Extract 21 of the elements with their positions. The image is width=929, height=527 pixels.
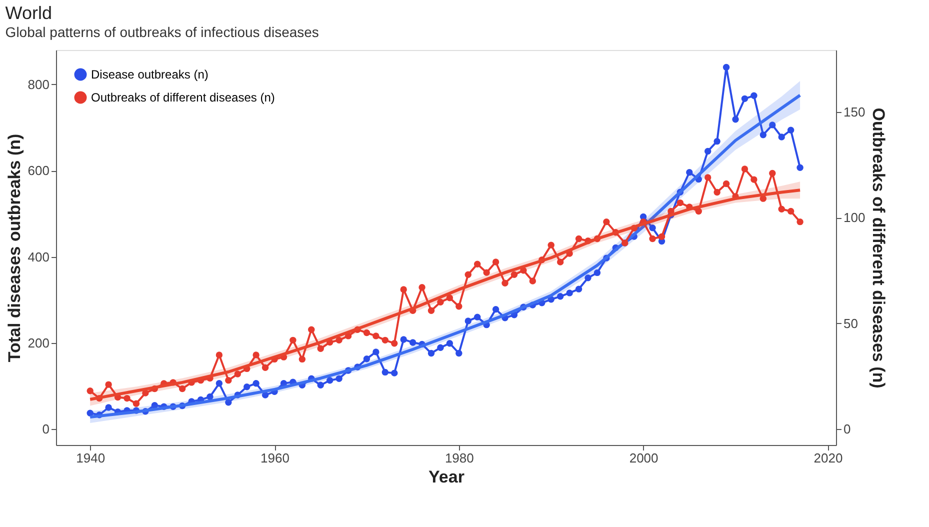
- y-tick-label: 0: [42, 422, 50, 437]
- y-tick-label: 400: [28, 249, 50, 264]
- chart-title: World: [5, 3, 52, 23]
- x-tick-label: 2000: [629, 450, 658, 466]
- y-axis-title: Total diseases outbreaks (n): [4, 134, 24, 362]
- y-tick-label: 200: [28, 335, 50, 350]
- chart-subtitle: Global patterns of outbreaks of infectious diseases: [5, 24, 319, 40]
- x-tick-label: 1940: [76, 450, 106, 466]
- legend-label: Outbreaks of different diseases (n): [91, 90, 275, 104]
- x-axis-title: Year: [428, 468, 465, 486]
- y2-tick-label: 150: [844, 104, 866, 120]
- x-tick-label: 2020: [814, 450, 843, 466]
- x-tick-label: 1960: [260, 450, 290, 466]
- x-tick-label: 1980: [444, 450, 474, 466]
- y2-tick-label: 100: [844, 210, 866, 226]
- y2-tick-label: 0: [844, 421, 851, 436]
- y2-axis-title: Outbreaks of different diseases (n): [869, 108, 888, 388]
- y-tick-label: 800: [28, 76, 50, 92]
- y-tick-label: 600: [28, 163, 50, 178]
- y2-tick-label: 50: [844, 316, 858, 331]
- legend-label: Disease outbreaks (n): [91, 68, 208, 82]
